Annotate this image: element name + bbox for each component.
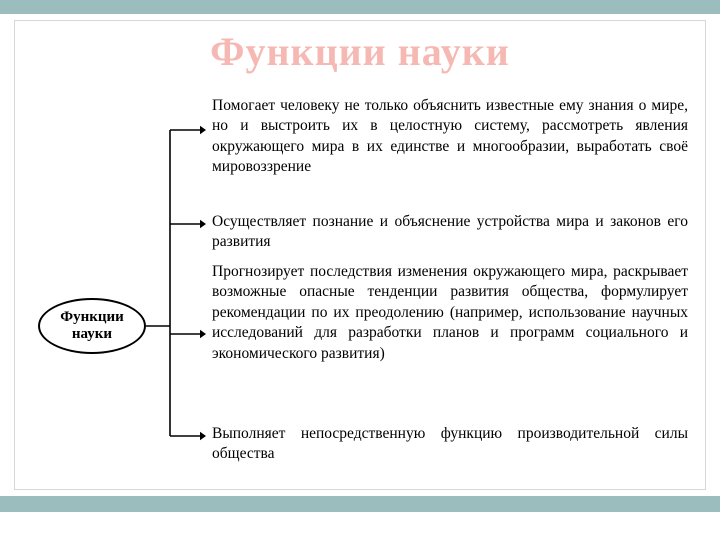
function-item: Помогает человеку не только объяснить из… <box>212 96 688 178</box>
node-line-1: Функции <box>60 309 124 325</box>
function-item: Прогнозирует последствия изменения окруж… <box>212 262 688 364</box>
central-node-label: Функции науки <box>60 309 124 344</box>
node-line-2: науки <box>72 326 112 342</box>
top-accent-bar <box>0 0 720 14</box>
bottom-accent-bar <box>0 496 720 512</box>
content-frame <box>14 20 706 490</box>
central-node: Функции науки <box>38 298 146 354</box>
page-title: Функции науки <box>0 28 720 75</box>
function-item: Осуществляет познание и объяснение устро… <box>212 212 688 253</box>
function-item: Выполняет непосредственную функцию произ… <box>212 424 688 465</box>
